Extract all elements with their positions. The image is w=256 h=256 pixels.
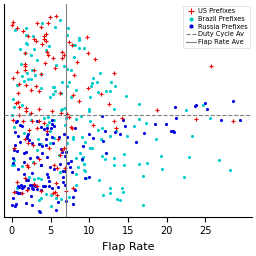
- Legend: US Prefixes, Brazil Prefixes, Russia Prefixes, Duty Cycle Av, Flap Rate Ave: US Prefixes, Brazil Prefixes, Russia Pre…: [183, 5, 251, 48]
- X-axis label: Flap Rate: Flap Rate: [102, 242, 154, 252]
